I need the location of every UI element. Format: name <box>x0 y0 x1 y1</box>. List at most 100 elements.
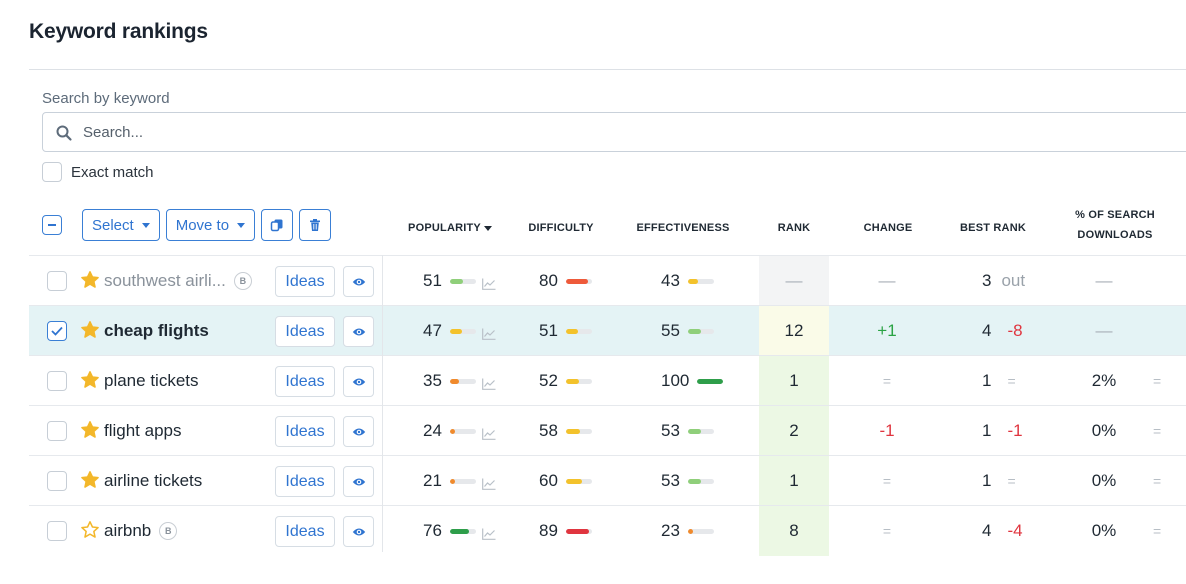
star-filled-icon[interactable] <box>80 470 100 490</box>
row-checkbox[interactable] <box>47 421 67 441</box>
eye-icon[interactable] <box>343 366 374 397</box>
downloads-value: 0% <box>1091 521 1117 540</box>
difficulty-value: 52 <box>539 371 558 390</box>
rank-value: — <box>785 271 803 290</box>
chart-icon[interactable] <box>482 525 496 540</box>
col-best-rank[interactable]: BEST RANK <box>960 222 1026 234</box>
col-effectiveness[interactable]: EFFECTIVENESS <box>636 222 730 234</box>
effectiveness-cell: 53 <box>661 456 714 506</box>
row-checkbox[interactable] <box>47 371 67 391</box>
chart-icon[interactable] <box>482 325 496 340</box>
popularity-value: 47 <box>423 321 442 340</box>
title-divider <box>29 69 1186 70</box>
popularity-bar <box>449 278 476 284</box>
downloads-change-cell: = <box>1153 456 1161 506</box>
col-difficulty[interactable]: DIFFICULTY <box>528 222 594 234</box>
eye-icon[interactable] <box>343 516 374 547</box>
popularity-cell: 76 <box>423 506 496 556</box>
effectiveness-value: 53 <box>661 421 680 440</box>
difficulty-value: 89 <box>539 521 558 540</box>
search-icon <box>56 125 72 141</box>
col-rank[interactable]: RANK <box>777 222 811 234</box>
difficulty-value: 80 <box>539 271 558 290</box>
col-popularity[interactable]: POPULARITY <box>400 218 500 238</box>
ideas-button[interactable]: Ideas <box>275 366 335 397</box>
row-checkbox[interactable] <box>47 471 67 491</box>
eye-icon[interactable] <box>343 466 374 497</box>
effectiveness-cell: 23 <box>661 506 714 556</box>
popularity-value: 35 <box>423 371 442 390</box>
ideas-button[interactable]: Ideas <box>275 266 335 297</box>
chart-icon[interactable] <box>482 425 496 440</box>
row-checkbox-cell <box>47 306 67 356</box>
chevron-down-icon <box>141 222 150 228</box>
downloads-change-cell: = <box>1153 506 1161 556</box>
row-checkbox[interactable] <box>47 321 67 341</box>
ideas-button[interactable]: Ideas <box>275 466 335 497</box>
popularity-cell: 47 <box>423 306 496 356</box>
keyword-text: cheap flights <box>104 321 209 340</box>
star-filled-icon[interactable] <box>80 270 100 290</box>
downloads-change-cell: = <box>1153 356 1161 406</box>
eye-icon[interactable] <box>343 416 374 447</box>
best-rank-cell: 1 = <box>982 456 1016 506</box>
table-row[interactable]: airline tickets Ideas 21 60 53 1 = 1 = 0% = <box>29 455 1186 506</box>
table-row[interactable]: plane tickets Ideas 35 52 100 1 = 1 = 2% = <box>29 355 1186 406</box>
chart-icon[interactable] <box>482 375 496 390</box>
change-cell: = <box>849 456 925 506</box>
popularity-cell: 21 <box>423 456 496 506</box>
effectiveness-cell: 55 <box>661 306 714 356</box>
best-rank-value: 4 <box>982 521 992 540</box>
table-row[interactable]: cheap flights Ideas 47 51 55 12 +1 4 -8 — <box>29 305 1186 356</box>
col-search-downloads[interactable]: % OF SEARCH DOWNLOADS <box>1062 205 1168 245</box>
ideas-button[interactable]: Ideas <box>275 316 335 347</box>
col-change[interactable]: CHANGE <box>863 222 913 234</box>
eye-icon[interactable] <box>343 266 374 297</box>
popularity-cell: 24 <box>423 406 496 456</box>
star-outline-icon[interactable] <box>80 520 100 540</box>
table-row[interactable]: airbnb B Ideas 76 89 23 8 = 4 -4 0% = <box>29 505 1186 556</box>
best-rank-change: = <box>1007 473 1016 489</box>
best-rank-change: -4 <box>1007 521 1023 540</box>
difficulty-cell: 89 <box>539 506 592 556</box>
chart-icon[interactable] <box>482 475 496 490</box>
search-box[interactable] <box>42 112 1186 152</box>
row-checkbox[interactable] <box>47 271 67 291</box>
keyword-cell: southwest airli... B <box>104 256 252 306</box>
effectiveness-value: 55 <box>661 321 680 340</box>
keyword-table: southwest airli... B Ideas 51 80 43— —3 out — che… <box>29 255 1186 556</box>
popularity-bar <box>449 428 476 434</box>
best-rank-cell: 1 -1 <box>982 406 1023 456</box>
delete-button[interactable] <box>299 209 332 241</box>
effectiveness-cell: 43 <box>661 256 714 306</box>
table-row[interactable]: flight apps Ideas 24 58 53 2 -1 1 -1 0% = <box>29 405 1186 456</box>
difficulty-bar <box>565 428 592 434</box>
select-button[interactable]: Select <box>82 209 160 241</box>
select-button-label: Select <box>92 216 134 234</box>
exact-match-checkbox[interactable] <box>42 162 62 182</box>
star-filled-icon[interactable] <box>80 370 100 390</box>
exact-match[interactable]: Exact match <box>42 162 154 182</box>
chart-icon[interactable] <box>482 275 496 290</box>
difficulty-cell: 60 <box>539 456 592 506</box>
change-value: = <box>882 373 892 389</box>
star-filled-icon[interactable] <box>80 420 100 440</box>
effectiveness-bar <box>687 428 714 434</box>
select-all-checkbox[interactable] <box>42 215 62 235</box>
move-to-button[interactable]: Move to <box>165 209 256 241</box>
row-checkbox-cell <box>47 356 67 406</box>
copy-icon <box>270 219 283 232</box>
change-value: -1 <box>879 421 895 440</box>
ideas-button[interactable]: Ideas <box>275 516 335 547</box>
ideas-button[interactable]: Ideas <box>275 416 335 447</box>
eye-icon[interactable] <box>343 316 374 347</box>
copy-button[interactable] <box>261 209 294 241</box>
best-rank-change: = <box>1007 373 1016 389</box>
trash-icon <box>310 219 321 231</box>
star-filled-icon[interactable] <box>80 320 100 340</box>
table-row[interactable]: southwest airli... B Ideas 51 80 43 — — 3 out — <box>29 255 1186 306</box>
check-icon <box>51 326 63 336</box>
row-checkbox[interactable] <box>47 521 67 541</box>
difficulty-bar <box>565 528 592 534</box>
search-input[interactable] <box>83 113 683 151</box>
